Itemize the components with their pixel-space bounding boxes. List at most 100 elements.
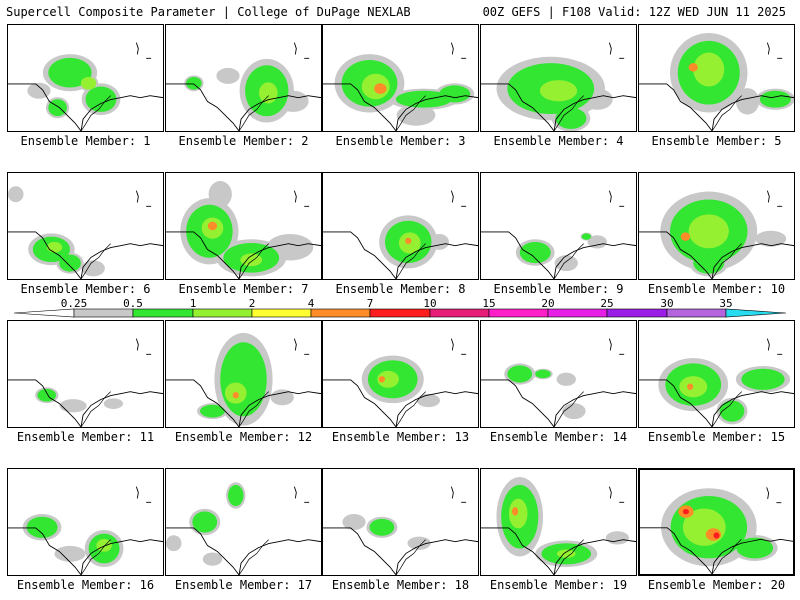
member-map [481, 190, 636, 279]
ensemble-member-panel[interactable] [7, 172, 164, 280]
colorbar-segment [192, 308, 253, 318]
member-map [639, 190, 794, 279]
scp-contour [259, 82, 278, 104]
coastline [166, 527, 321, 575]
member-map [640, 487, 793, 574]
ensemble-member-panel[interactable] [480, 24, 637, 132]
scp-contour [271, 236, 309, 258]
member-caption: Ensemble Member: 5 [651, 134, 782, 148]
scp-contour [377, 370, 399, 388]
scp-contour [512, 507, 519, 516]
member-caption: Ensemble Member: 13 [331, 430, 470, 444]
scp-contour [204, 553, 221, 565]
state-border [238, 95, 269, 131]
scp-contour [232, 392, 239, 399]
ensemble-member-panel[interactable] [322, 24, 479, 132]
coastline [323, 231, 478, 279]
scp-contour [57, 547, 83, 561]
lake-outline [766, 190, 783, 207]
scp-contour [688, 214, 729, 249]
ensemble-member-panel[interactable] [165, 172, 322, 280]
coastline [639, 231, 794, 279]
scp-contour [344, 515, 364, 529]
member-map [481, 338, 636, 427]
ensemble-member-panel[interactable] [480, 320, 637, 428]
scp-contour [519, 241, 551, 264]
member-map [166, 482, 321, 575]
ensemble-member-panel[interactable] [7, 320, 164, 428]
member-map [8, 42, 163, 131]
ensemble-member-panel[interactable] [7, 468, 164, 576]
state-border [238, 243, 269, 279]
colorbar-left-arrow [13, 308, 75, 318]
ensemble-member-panel[interactable] [322, 320, 479, 428]
member-caption: Ensemble Member: 1 [20, 134, 151, 148]
scp-contour [395, 90, 452, 108]
scp-contour [240, 253, 263, 267]
member-caption: Ensemble Member: 2 [178, 134, 309, 148]
scp-contour [693, 252, 725, 274]
member-caption: Ensemble Member: 12 [174, 430, 313, 444]
scp-contour [419, 395, 438, 406]
ensemble-member-panel[interactable] [480, 468, 637, 576]
member-map [639, 32, 794, 131]
member-map [166, 332, 321, 427]
scp-contour [539, 80, 578, 102]
scp-contour [558, 374, 574, 385]
lake-outline [608, 42, 625, 59]
colorbar-tick-label: 10 [423, 297, 437, 310]
valid-time: 00Z GEFS | F108 Valid: 12Z WED JUN 11 20… [482, 5, 786, 19]
page-title: Supercell Composite Parameter | College … [6, 5, 411, 19]
state-border [553, 391, 584, 427]
ensemble-member-panel[interactable] [638, 468, 795, 576]
ensemble-member-panel[interactable] [638, 320, 795, 428]
lake-outline [766, 338, 783, 355]
scp-contour [400, 106, 432, 124]
colorbar-segment [369, 308, 431, 318]
scp-contour [186, 76, 202, 90]
lake-outline [293, 42, 310, 59]
ensemble-member-panel[interactable] [165, 24, 322, 132]
scp-contour [207, 221, 218, 231]
ensemble-member-panel[interactable] [638, 24, 795, 132]
lake-outline [766, 487, 782, 504]
state-border [711, 391, 742, 427]
member-map [481, 42, 636, 131]
colorbar-tick-label: 7 [366, 297, 374, 310]
ensemble-member-panel[interactable] [165, 320, 322, 428]
member-map [8, 338, 163, 427]
scp-contour [556, 549, 576, 559]
colorbar-tick-label: 25 [600, 297, 614, 310]
colorbar-tick-label: 0.25 [60, 297, 88, 310]
state-border [238, 539, 269, 575]
scp-contour [167, 536, 180, 550]
lake-outline [450, 190, 467, 207]
lake-outline [135, 190, 152, 207]
lake-outline [608, 190, 625, 207]
member-map [639, 338, 794, 427]
scp-contour [62, 400, 84, 412]
coastline [481, 231, 636, 279]
lake-outline [608, 486, 625, 503]
coastline [323, 379, 478, 427]
scp-contour [83, 262, 103, 275]
ensemble-member-panel[interactable] [322, 468, 479, 576]
ensemble-member-panel[interactable] [7, 24, 164, 132]
ensemble-member-panel[interactable] [638, 172, 795, 280]
scp-contour [46, 241, 63, 253]
ensemble-member-panel[interactable] [480, 172, 637, 280]
scp-contour [192, 511, 218, 533]
member-caption: Ensemble Member: 11 [16, 430, 155, 444]
member-caption: Ensemble Member: 19 [489, 578, 628, 592]
scp-contour [508, 498, 528, 529]
scp-contour [85, 86, 117, 112]
state-border [80, 391, 111, 427]
scp-contour [564, 404, 584, 418]
colorbar-tick-label: 20 [541, 297, 555, 310]
coastline [166, 379, 321, 427]
colorbar-segment [310, 308, 371, 318]
member-caption: Ensemble Member: 15 [647, 430, 786, 444]
ensemble-member-panel[interactable] [322, 172, 479, 280]
ensemble-member-panel[interactable] [165, 468, 322, 576]
state-border [711, 95, 742, 131]
